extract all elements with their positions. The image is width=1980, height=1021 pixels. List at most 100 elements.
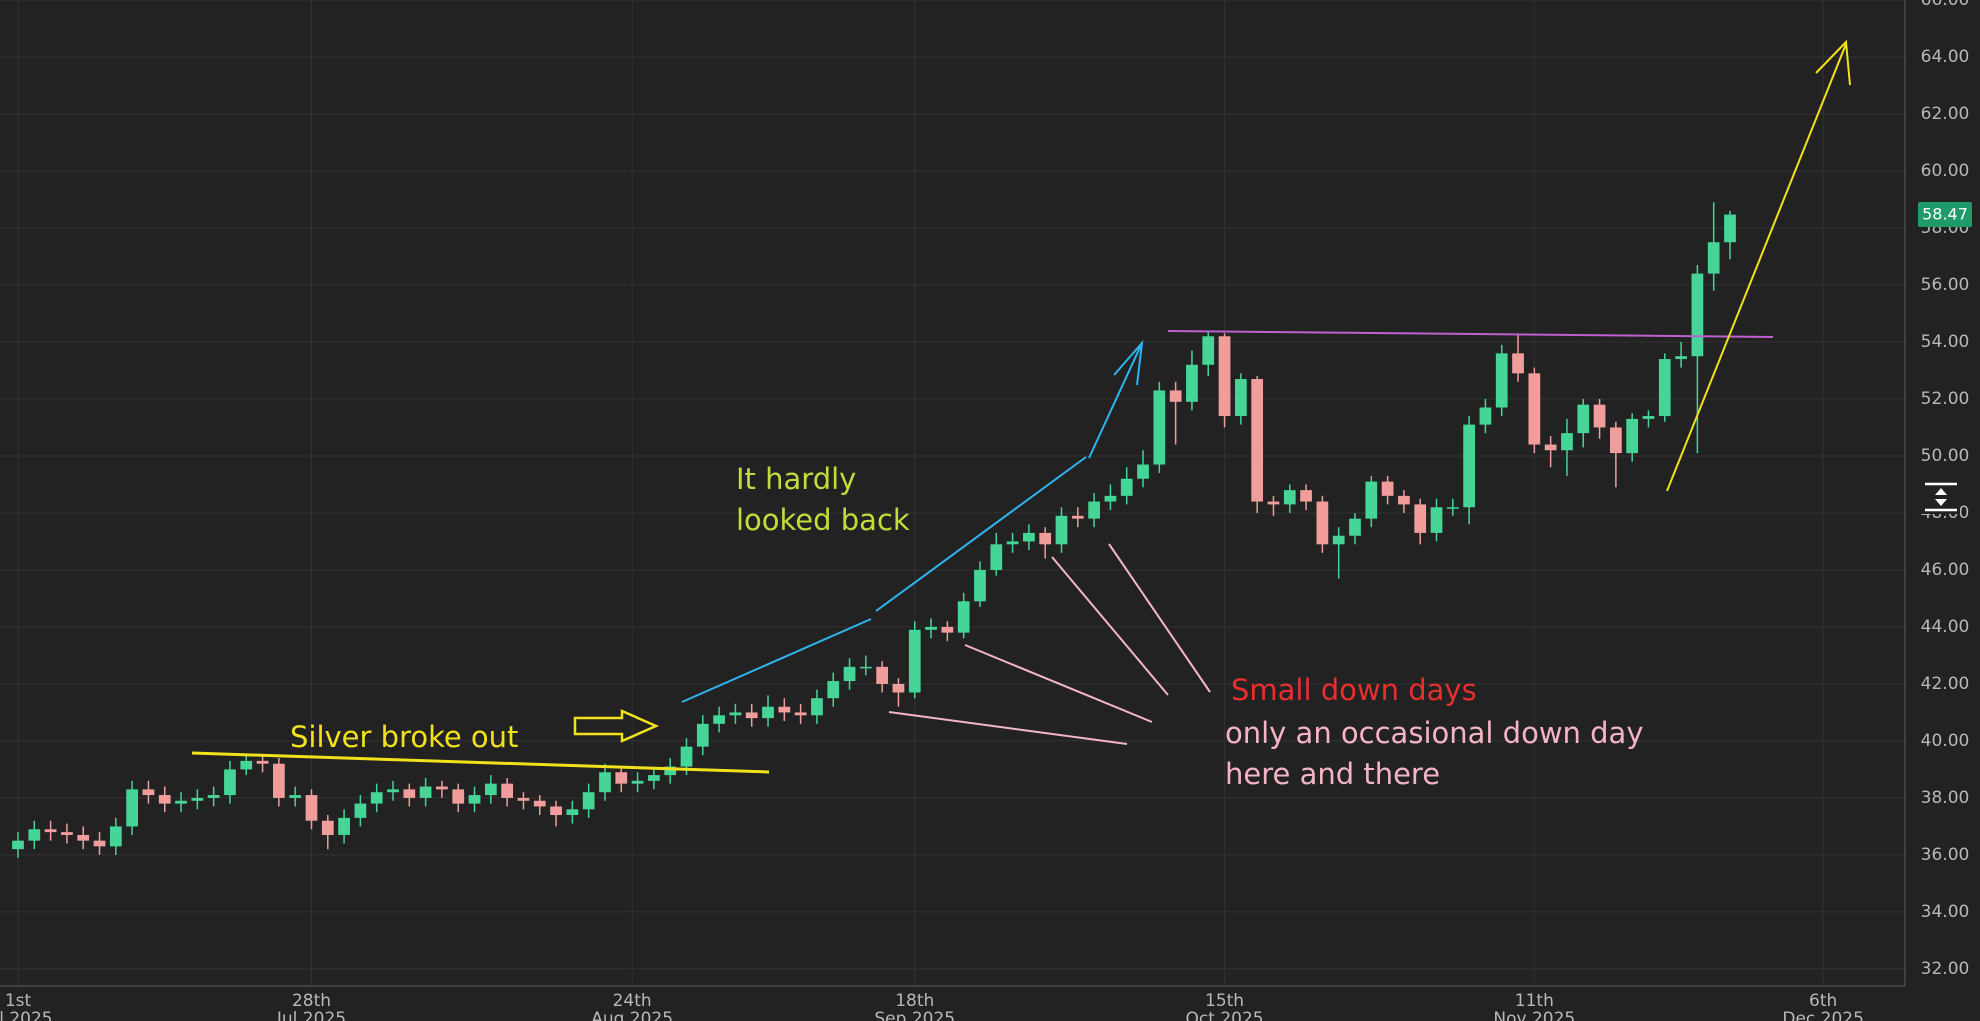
x-tick-label: 18th: [895, 991, 934, 1011]
breakout-arrowhead: [1815, 39, 1851, 86]
candle-body: [61, 832, 73, 835]
candle-body: [1251, 379, 1264, 502]
candle-body: [974, 569, 986, 602]
y-tick-label: 56.00: [1921, 275, 1970, 295]
y-tick-label: 40.00: [1921, 731, 1970, 751]
x-tick-label: Aug 2025: [591, 1009, 673, 1021]
candle-body: [680, 746, 693, 767]
breakout-arrow-line: [1666, 43, 1847, 492]
candle-body: [1137, 464, 1149, 479]
x-tick-label: 1st: [5, 991, 32, 1011]
resistance-line: [1167, 330, 1774, 338]
candle-body: [256, 760, 269, 764]
candle-body: [533, 800, 546, 807]
candle-body: [1609, 427, 1622, 454]
trend-line: [681, 618, 872, 703]
x-tick-label: Jul 2025: [0, 1009, 53, 1021]
y-tick-label: 62.00: [1921, 104, 1970, 124]
candle-body: [811, 698, 823, 716]
grid: [0, 0, 1905, 986]
candle-body: [550, 806, 562, 816]
candles: [12, 202, 1736, 858]
candle-body: [93, 840, 106, 847]
candle-body: [224, 769, 236, 796]
annotation: Small down days: [1231, 673, 1477, 707]
x-tick-label: 28th: [292, 991, 331, 1011]
y-tick-label: 42.00: [1921, 674, 1970, 694]
candle-body: [664, 766, 677, 776]
icon-arrow: [1935, 488, 1947, 495]
x-tick-label: 15th: [1205, 991, 1244, 1011]
candle-body: [1055, 515, 1068, 545]
candle-body: [1332, 535, 1345, 545]
candle-body: [1446, 507, 1459, 509]
candle-body: [1234, 379, 1247, 417]
icon-background: [1920, 480, 1960, 514]
x-tick-label: Dec 2025: [1782, 1009, 1864, 1021]
candle-body: [1104, 495, 1117, 502]
candle-body: [990, 544, 1003, 570]
candle-body: [1153, 390, 1166, 465]
candle-body: [1642, 416, 1655, 419]
candle-body: [1724, 214, 1736, 243]
candle-body: [1120, 478, 1133, 496]
candle-body: [12, 840, 24, 850]
candle-body: [876, 666, 889, 684]
candle-body: [191, 797, 204, 801]
candle-body: [631, 780, 644, 784]
candle-body: [338, 817, 350, 835]
x-tick-label: 24th: [613, 991, 652, 1011]
badge-background: [1918, 202, 1972, 227]
y-tick-label: 32.00: [1921, 959, 1970, 979]
candle-body: [1283, 490, 1296, 505]
x-tick-label: Jul 2025: [276, 1009, 346, 1021]
candle-body: [1577, 404, 1590, 434]
candle-body: [1381, 481, 1394, 496]
candle-body: [1316, 501, 1329, 545]
candle-body: [501, 783, 514, 798]
pointer-line: [1051, 556, 1169, 696]
annotation: here and there: [1225, 757, 1440, 791]
candle-body: [1463, 424, 1475, 508]
y-tick-label: 60.00: [1921, 161, 1970, 181]
candle-body: [1675, 356, 1687, 360]
candle-body: [305, 795, 318, 821]
x-tick-label: Nov 2025: [1493, 1009, 1575, 1021]
drawings: [191, 39, 1851, 774]
candle-body: [794, 712, 807, 716]
annotation: only an occasional down day: [1225, 716, 1643, 750]
candle-body: [941, 626, 954, 633]
candle-body: [28, 829, 41, 841]
candle-body: [599, 772, 611, 793]
x-tick-label: Oct 2025: [1186, 1009, 1264, 1021]
candle-body: [370, 792, 383, 804]
candle-body: [1398, 495, 1410, 505]
candle-body: [762, 706, 774, 719]
x-tick-label: 6th: [1809, 991, 1837, 1011]
candle-body: [517, 797, 530, 801]
candle-body: [1414, 504, 1427, 533]
candle-body: [1186, 364, 1198, 402]
candle-body: [843, 666, 856, 682]
candle-body: [436, 786, 448, 790]
candle-body: [648, 775, 660, 781]
candle-body: [1430, 507, 1443, 533]
candle-body: [44, 829, 57, 833]
y-tick-label: 44.00: [1921, 617, 1970, 637]
candle-body: [925, 626, 937, 630]
candle-body: [1039, 532, 1052, 545]
annotation: looked back: [736, 503, 910, 537]
candle-body: [1691, 273, 1704, 357]
y-tick-label: 64.00: [1921, 47, 1970, 67]
candle-body: [1365, 481, 1378, 519]
pointer-line: [964, 644, 1153, 723]
last-price-badge: 58.47: [1918, 202, 1972, 227]
candle-body: [908, 629, 921, 693]
candle-body: [1544, 444, 1557, 451]
scale-icon[interactable]: [1920, 480, 1960, 514]
trend-line: [875, 456, 1087, 612]
candle-body: [403, 789, 416, 798]
